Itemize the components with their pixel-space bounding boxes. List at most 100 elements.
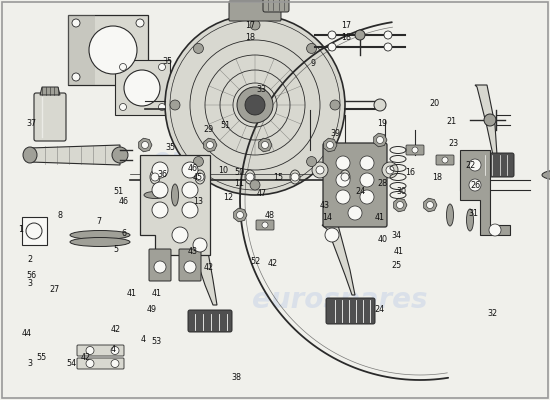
- Text: 6: 6: [121, 230, 126, 238]
- Circle shape: [328, 43, 336, 51]
- Text: 53: 53: [152, 338, 162, 346]
- Text: 17: 17: [245, 22, 255, 30]
- Circle shape: [154, 261, 166, 273]
- Circle shape: [182, 162, 198, 178]
- Ellipse shape: [340, 170, 350, 184]
- Circle shape: [325, 228, 339, 242]
- Circle shape: [206, 142, 213, 148]
- Text: 3: 3: [28, 280, 33, 288]
- Circle shape: [152, 162, 168, 178]
- Ellipse shape: [466, 209, 474, 231]
- Text: 56: 56: [27, 272, 37, 280]
- Polygon shape: [258, 138, 272, 152]
- Ellipse shape: [150, 170, 160, 184]
- FancyBboxPatch shape: [68, 15, 148, 85]
- Ellipse shape: [542, 170, 550, 180]
- Text: 24: 24: [375, 306, 384, 314]
- Ellipse shape: [172, 184, 179, 206]
- Circle shape: [442, 157, 448, 163]
- Circle shape: [111, 360, 119, 368]
- FancyBboxPatch shape: [256, 220, 274, 230]
- Circle shape: [182, 202, 198, 218]
- Polygon shape: [460, 150, 510, 235]
- Text: 49: 49: [146, 306, 156, 314]
- Ellipse shape: [144, 192, 166, 198]
- Circle shape: [72, 73, 80, 81]
- Circle shape: [397, 202, 404, 208]
- FancyBboxPatch shape: [77, 345, 124, 356]
- Text: 42: 42: [111, 326, 120, 334]
- Text: 41: 41: [127, 290, 137, 298]
- Text: 11: 11: [234, 180, 244, 188]
- Text: 47: 47: [256, 190, 266, 198]
- Text: 28: 28: [377, 180, 387, 188]
- FancyBboxPatch shape: [436, 155, 454, 165]
- FancyBboxPatch shape: [179, 249, 201, 281]
- Circle shape: [136, 73, 144, 81]
- Text: 13: 13: [193, 198, 203, 206]
- Text: 19: 19: [377, 120, 387, 128]
- Circle shape: [151, 173, 159, 181]
- FancyBboxPatch shape: [115, 60, 170, 115]
- Circle shape: [170, 100, 180, 110]
- Circle shape: [86, 346, 94, 354]
- Circle shape: [158, 104, 166, 110]
- Circle shape: [384, 43, 392, 51]
- Circle shape: [165, 15, 345, 195]
- Circle shape: [384, 31, 392, 39]
- Polygon shape: [234, 208, 247, 222]
- Circle shape: [426, 202, 433, 208]
- Circle shape: [484, 114, 496, 126]
- Text: 54: 54: [67, 360, 76, 368]
- Polygon shape: [30, 145, 120, 165]
- Text: 37: 37: [27, 120, 37, 128]
- Circle shape: [341, 173, 349, 181]
- Text: 27: 27: [50, 286, 60, 294]
- Text: 29: 29: [204, 126, 214, 134]
- Circle shape: [306, 44, 317, 54]
- Circle shape: [377, 136, 383, 144]
- Text: eurospares: eurospares: [252, 286, 428, 314]
- Text: 12: 12: [223, 194, 233, 202]
- Circle shape: [172, 227, 188, 243]
- Text: 23: 23: [449, 140, 459, 148]
- Text: 31: 31: [468, 210, 478, 218]
- Text: 34: 34: [391, 232, 401, 240]
- Circle shape: [111, 346, 119, 354]
- Ellipse shape: [447, 204, 454, 226]
- Text: 25: 25: [391, 262, 401, 270]
- Text: 5: 5: [113, 246, 118, 254]
- FancyBboxPatch shape: [229, 1, 281, 21]
- Circle shape: [261, 142, 268, 148]
- Polygon shape: [140, 155, 210, 255]
- Text: 42: 42: [267, 260, 277, 268]
- Text: 24: 24: [355, 188, 365, 196]
- Text: 26: 26: [471, 182, 481, 190]
- Text: 51: 51: [113, 188, 123, 196]
- Circle shape: [355, 30, 365, 40]
- Text: 18: 18: [342, 34, 351, 42]
- Polygon shape: [373, 133, 387, 147]
- Text: 50: 50: [234, 168, 244, 176]
- Text: 43: 43: [320, 202, 329, 210]
- Circle shape: [291, 173, 299, 181]
- Circle shape: [469, 179, 481, 191]
- Polygon shape: [475, 85, 497, 155]
- Text: 20: 20: [430, 100, 439, 108]
- Text: 22: 22: [465, 162, 475, 170]
- FancyBboxPatch shape: [188, 310, 232, 332]
- Polygon shape: [324, 138, 337, 152]
- Circle shape: [194, 156, 204, 166]
- Circle shape: [382, 162, 398, 178]
- Text: 1: 1: [18, 226, 24, 234]
- Text: 9: 9: [311, 60, 316, 68]
- Circle shape: [360, 190, 374, 204]
- Ellipse shape: [23, 147, 37, 163]
- Ellipse shape: [195, 170, 205, 184]
- Text: 48: 48: [265, 212, 274, 220]
- Text: 40: 40: [377, 236, 387, 244]
- Polygon shape: [322, 225, 355, 295]
- Polygon shape: [394, 198, 407, 212]
- Ellipse shape: [290, 170, 300, 184]
- Ellipse shape: [245, 170, 255, 184]
